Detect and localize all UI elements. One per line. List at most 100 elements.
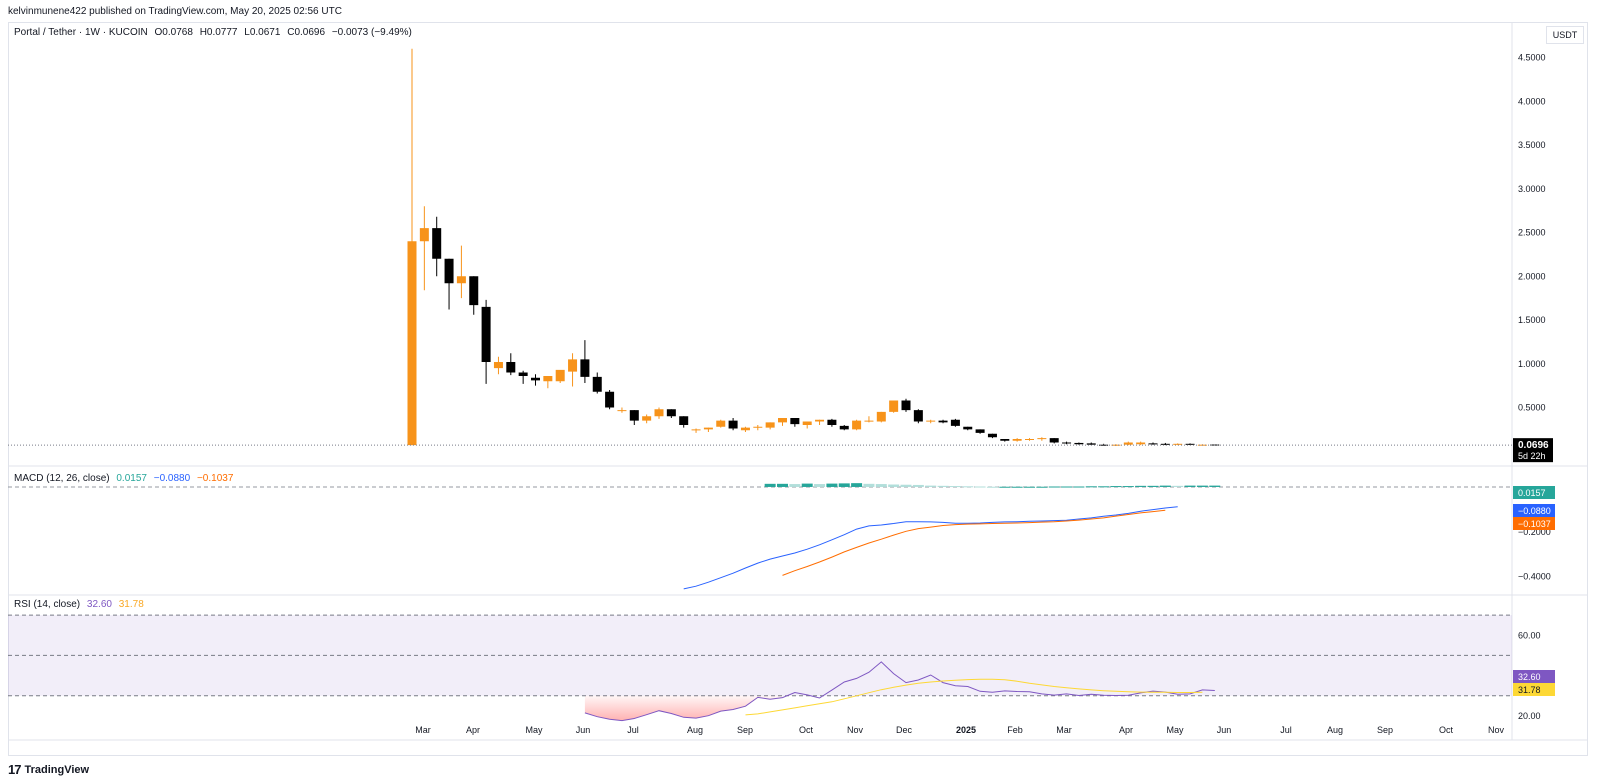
candle-body	[568, 359, 578, 372]
rsi-ma-line	[745, 678, 1203, 716]
macd-histogram-bar	[838, 483, 850, 487]
main-legend: Portal / Tether · 1W · KUCOIN O0.0768 H0…	[14, 27, 416, 38]
macd-histogram-bar	[974, 486, 986, 488]
candle-body	[1000, 439, 1010, 441]
macd-histogram-bar	[1036, 486, 1048, 488]
time-tick-label: Jun	[1217, 725, 1232, 735]
rsi-tick-label: 20.00	[1518, 711, 1541, 721]
rsi-value-label: 32.60	[1518, 672, 1541, 682]
candle-body	[703, 427, 713, 430]
candle-body	[617, 410, 627, 412]
candle-body	[506, 362, 516, 373]
candle-body	[493, 362, 503, 369]
time-tick-label: Jul	[1280, 725, 1292, 735]
candle-body	[1074, 442, 1084, 445]
macd-histogram-bar	[1024, 486, 1035, 488]
tradingview-logo-icon: 17	[8, 762, 22, 777]
time-tick-label: Jun	[576, 725, 591, 735]
candle-body	[1049, 438, 1059, 443]
countdown-label: 5d 22h	[1518, 451, 1546, 461]
rsi-tick-label: 60.00	[1518, 630, 1541, 640]
candle-body	[654, 409, 664, 417]
candle-body	[802, 421, 812, 425]
candle-body	[419, 228, 429, 242]
candle-body	[605, 391, 615, 408]
macd-histogram-bar	[1061, 486, 1073, 488]
time-tick-label: Nov	[1488, 725, 1505, 735]
macd-histogram-bar	[863, 483, 875, 487]
macd-histogram-bar	[1209, 485, 1221, 487]
macd-histogram-bar	[1135, 485, 1147, 487]
brand-name: TradingView	[24, 763, 90, 776]
time-tick-label: May	[1166, 725, 1184, 735]
macd-histogram-bar	[826, 483, 838, 487]
macd-histogram-bar	[1147, 485, 1159, 487]
macd-hist-label-badge	[1513, 486, 1555, 499]
candle-body	[716, 420, 726, 427]
macd-histogram-bar	[814, 484, 826, 487]
macd-line-value: −0.0880	[153, 473, 191, 484]
time-tick-label: Sep	[1377, 725, 1393, 735]
publisher-line: kelvinmunene422 published on TradingView…	[8, 6, 342, 17]
time-tick-label: Jul	[627, 725, 639, 735]
candle-body	[975, 429, 985, 433]
open-value: O0.0768	[154, 27, 193, 38]
high-value: H0.0777	[199, 27, 238, 38]
price-tick-label: 2.0000	[1518, 271, 1546, 281]
time-tick-label: May	[525, 725, 543, 735]
candle-body	[531, 377, 540, 381]
candle-body	[728, 420, 738, 429]
macd-histogram-bar	[1159, 485, 1171, 487]
macd-histogram-bar	[1122, 486, 1134, 488]
macd-histogram-bar	[1011, 486, 1023, 488]
time-tick-label: Nov	[847, 725, 864, 735]
last-price-label: 0.0696	[1518, 440, 1549, 451]
time-tick-label: Apr	[1119, 725, 1133, 735]
rsi-ma-label: 31.78	[1518, 685, 1541, 695]
macd-signal-value: −0.1037	[196, 473, 234, 484]
candle-body	[753, 426, 763, 428]
rsi-oversold-fill	[584, 695, 783, 721]
price-tick-label: 1.5000	[1518, 315, 1546, 325]
macd-histogram-bar	[912, 484, 924, 487]
price-tick-label: 4.5000	[1518, 53, 1546, 63]
candle-body	[1148, 443, 1158, 445]
candle-body	[456, 276, 466, 284]
rsi-title: RSI (14, close)	[14, 599, 81, 610]
candle-body	[790, 418, 800, 425]
macd-hist-label: 0.0157	[1518, 488, 1546, 498]
candle-body	[740, 427, 750, 431]
macd-histogram-bar	[962, 486, 974, 488]
candle-body	[963, 426, 973, 430]
macd-histogram-bar	[999, 486, 1011, 488]
candle-body	[889, 400, 899, 412]
macd-title: MACD (12, 26, close)	[14, 473, 110, 484]
macd-tick-label: −0.2000	[1518, 527, 1551, 537]
currency-button[interactable]: USDT	[1546, 26, 1584, 44]
time-tick-label: Mar	[415, 725, 431, 735]
candle-body	[827, 419, 837, 425]
candle-body	[926, 420, 936, 422]
candle-body	[1025, 439, 1034, 440]
candle-body	[518, 372, 528, 376]
macd-histogram-bar	[801, 483, 813, 487]
time-tick-label: Aug	[687, 725, 703, 735]
low-value: L0.0671	[244, 27, 281, 38]
macd-histogram-bar	[1085, 486, 1097, 488]
macd-histogram-bar	[875, 484, 887, 487]
candle-body	[555, 369, 565, 382]
macd-histogram-bar	[1172, 485, 1184, 487]
macd-hist-value: 0.0157	[116, 473, 147, 484]
macd-histogram-bar	[925, 485, 937, 487]
candle-body	[778, 418, 787, 423]
candle-body	[1173, 443, 1183, 445]
macd-tick-label: −0.4000	[1518, 572, 1551, 582]
macd-signal-label-badge	[1513, 517, 1555, 530]
time-tick-label: Oct	[1439, 725, 1454, 735]
change-value: −0.0073 (−9.49%)	[331, 27, 412, 38]
macd-signal-label: −0.1037	[1518, 519, 1551, 529]
candle-body	[1012, 439, 1022, 441]
candle-body	[592, 376, 602, 392]
macd-histogram-bar	[986, 486, 998, 488]
